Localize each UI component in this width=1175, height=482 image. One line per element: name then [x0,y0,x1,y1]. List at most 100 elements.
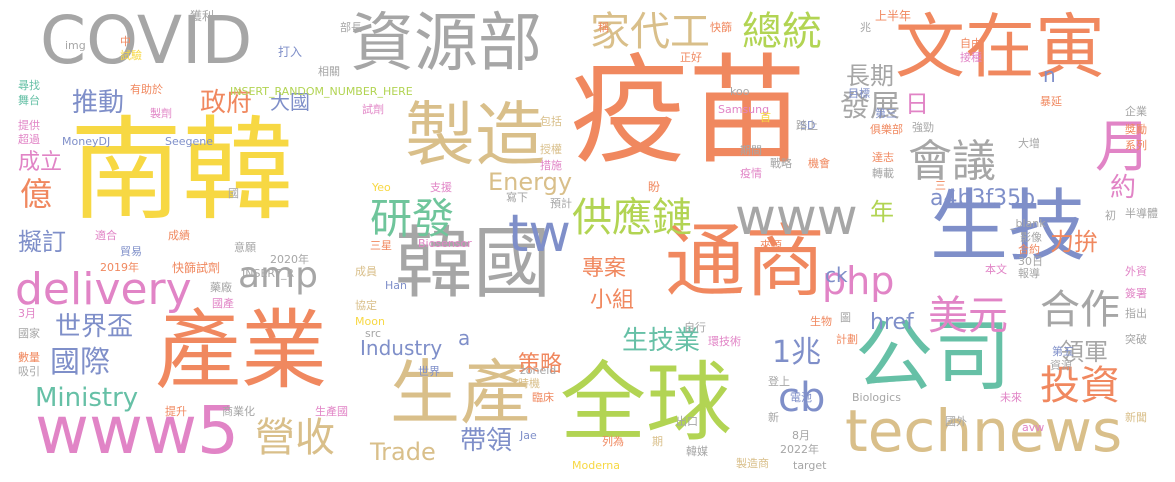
word: 轉載 [872,167,894,180]
word: 尋找 [18,79,40,92]
word: 中 [120,35,131,48]
word: 生產 [390,352,530,434]
word: 部長 [340,21,362,34]
word: 生產國 [315,405,348,418]
word: 小組 [590,288,635,313]
word: 俱樂部 [870,123,903,136]
word: 研發 [370,194,455,243]
word: SD [800,119,816,132]
word: 日 [905,90,929,118]
word: 試驗 [120,49,142,62]
word: 生技 [930,182,1087,272]
word: 南韓 [70,106,294,236]
word: Jae [520,429,537,442]
word: technews [845,397,1123,465]
word: 稱 [598,21,609,34]
word: 疫情 [740,167,762,180]
word: 年 [870,198,894,226]
word: 報導 [1018,267,1040,280]
word: MoneyDJ [62,135,111,148]
word: 1兆 [772,335,822,370]
word: 盼 [648,180,661,194]
word: 初 [1105,209,1116,222]
word: 踏上 [796,119,818,132]
word: 來源 [760,239,782,252]
word: 月 [1095,115,1151,180]
word: 營收 [255,415,335,461]
word: 合作 [1040,287,1120,333]
word: href [870,310,914,335]
word: 國際 [50,345,110,380]
word: 長期 [846,62,894,90]
word: cb [778,375,826,421]
word: 新聞 [1125,411,1147,424]
word: 有助於 [130,83,163,96]
word: 大增 [1018,137,1040,150]
word: tw [508,204,571,264]
word: 文在寅 [895,6,1105,88]
word: 寫下 [506,191,528,204]
word: 包括 [540,115,562,128]
word: Moon [355,315,385,328]
word: src [365,327,382,340]
word: 生物 [810,315,832,328]
word: 暴延 [1040,95,1062,108]
word: www [735,188,858,246]
word: 自行 [684,321,706,334]
word: 製造商 [736,457,769,470]
word: 系列 [1125,139,1147,152]
word: 產業 [155,301,327,401]
word: 接種 [960,51,982,64]
word: 首 [760,111,771,124]
word: 國外 [945,415,967,428]
word: 國 [228,187,239,200]
word: 環技術 [708,335,741,348]
word: 上半年 [875,9,912,23]
word: 商業化 [222,405,255,418]
word: 打入 [278,45,303,59]
word: 國產 [212,297,234,310]
word: n [1043,63,1056,87]
word: 國家 [18,327,40,340]
word: amp [238,255,318,296]
word: 期間 [740,144,762,157]
word: Energy [488,168,573,196]
word: 8月 [792,429,810,442]
word: 半導體 [1125,207,1158,220]
word: Ministry [35,383,139,413]
word: 成立 [18,150,63,175]
word: 領軍 [1060,338,1108,366]
word: 戰略 [770,157,792,170]
word: 世界 [418,365,440,378]
word: 2022年 [780,443,819,456]
word: 數量 [18,351,40,364]
word: target [793,459,827,472]
word: INSERT_RANDOM_NUMBER_HERE [230,85,413,98]
word: 試劑 [362,103,384,116]
word: 發展 [840,89,900,124]
word: 相關 [318,65,340,78]
word: 資源部 [350,7,542,81]
word: 影像 [1020,231,1042,244]
word: INSERT_R [242,267,295,280]
word: Moderna [572,459,621,472]
word: 預計 [550,197,572,210]
word: 快篩試劑 [172,261,221,275]
word: koo [730,85,750,98]
word: 第三 [875,107,897,120]
word: 突破 [1125,333,1147,346]
word: 列為 [602,435,624,448]
word: 企業 [1125,105,1147,118]
word: 政府 [200,88,253,118]
word: 時機 [518,377,540,390]
word: 供應鏈 [572,195,692,241]
word: 世界盃 [55,312,134,342]
word: 製劑 [150,107,172,120]
word: 擬訂 [18,228,66,256]
word: zoneid [520,364,557,377]
word: 超過 [18,133,40,146]
word: 出口 [676,415,698,428]
word: 提升 [165,405,187,418]
word: 家代工 [590,9,710,55]
word: 本文 [985,263,1007,276]
